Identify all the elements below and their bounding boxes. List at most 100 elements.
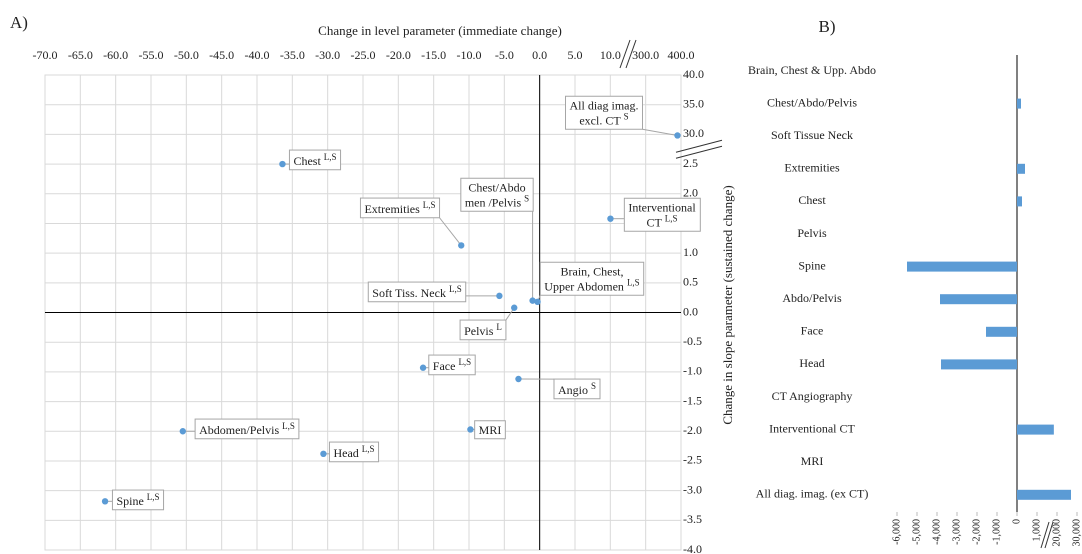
category-label: Chest/Abdo/Pelvis [767, 95, 857, 109]
x-tick-label: -45.0 [209, 48, 234, 62]
x-tick-label: 20,000 [1051, 519, 1062, 547]
point [467, 426, 474, 433]
point-label: All diag imag.excl. CT S [565, 95, 643, 130]
point-label: Chest/Abdomen /Pelvis S [460, 177, 534, 212]
label-superscript: L,S [362, 444, 375, 454]
x-tick-label: -3,000 [951, 519, 962, 545]
x-tick-label: -2,000 [971, 519, 982, 545]
label-text: Chest/Abdo [468, 180, 525, 194]
label-superscript: L,S [324, 152, 337, 162]
label-box [474, 420, 506, 440]
bar [1017, 424, 1054, 435]
axis-break [625, 39, 637, 69]
x-tick-label: -60.0 [103, 48, 128, 62]
axis-break [675, 139, 723, 153]
bar [1017, 163, 1025, 174]
x-tick-label: -5,000 [911, 519, 922, 545]
y-tick-label: -4.0 [683, 542, 702, 554]
category-label: Head [799, 356, 824, 370]
label-superscript: L,S [458, 357, 471, 367]
category-label: All diag. imag. (ex CT) [756, 487, 869, 501]
x-tick-label: -4,000 [931, 519, 942, 545]
point-label: Pelvis L [459, 319, 507, 341]
label-text: MRI [479, 423, 502, 437]
label-text: Brain, Chest, [561, 264, 624, 278]
x-tick-label: -20.0 [386, 48, 411, 62]
y-tick-label: -0.5 [683, 334, 702, 348]
x-tick-label: -55.0 [139, 48, 164, 62]
y-tick-label: 0.0 [683, 304, 698, 318]
label-superscript: L,S [665, 214, 678, 224]
y-tick-label: 40.0 [683, 67, 704, 81]
x-tick-label: 5.0 [568, 48, 583, 62]
x-tick-label: -15.0 [421, 48, 446, 62]
axis-break [619, 39, 631, 69]
category-label: Chest [798, 193, 826, 207]
label-box [359, 197, 441, 219]
point [179, 428, 186, 435]
category-label: Pelvis [797, 226, 827, 240]
label-text: excl. CT S [579, 112, 628, 128]
leader-line [439, 217, 462, 246]
point [607, 215, 614, 222]
y-tick-label: 30.0 [683, 126, 704, 140]
y-tick-label: -1.5 [683, 393, 702, 407]
label-superscript: L,S [627, 278, 640, 288]
x-tick-label: 0.0 [532, 48, 547, 62]
label-text: Extremities L,S [364, 200, 435, 216]
point [279, 160, 286, 168]
point [320, 450, 327, 458]
point [534, 298, 541, 306]
point [101, 498, 109, 505]
y-tick-label: -3.0 [683, 482, 702, 496]
x-tick-label: -5.0 [495, 48, 514, 62]
label-text: Interventional [628, 200, 696, 214]
label-superscript: L,S [449, 284, 462, 294]
label-text: Pelvis L [464, 322, 502, 338]
point-labels: Chest L,S Extremities L,S Chest/Abdomen /Pel… [111, 95, 701, 511]
y-tick-label: 0.5 [683, 275, 698, 289]
label-text: Soft Tiss. Neck L,S [372, 284, 461, 300]
label-superscript: L,S [282, 421, 295, 431]
category-label: Face [801, 324, 824, 338]
y-tick-label: 35.0 [683, 96, 704, 110]
panel-label: A) [10, 13, 28, 32]
bar [986, 326, 1017, 337]
point-label: Soft Tiss. Neck L,S [367, 281, 467, 303]
x-tick-label: -10.0 [457, 48, 482, 62]
bar [1017, 489, 1071, 500]
bar [1017, 196, 1022, 207]
category-label: Brain, Chest & Upp. Abdo [748, 63, 876, 77]
label-text: Upper Abdomen L,S [544, 278, 639, 294]
bar [907, 261, 1017, 272]
x-tick-label: -65.0 [68, 48, 93, 62]
label-superscript: S [591, 381, 596, 391]
x-tick-label: -25.0 [351, 48, 376, 62]
y-tick-label: 2.5 [683, 156, 698, 170]
category-label: CT Angiography [772, 389, 853, 403]
label-box [111, 489, 165, 511]
label-superscript: L,S [423, 200, 436, 210]
axis-break [675, 145, 723, 159]
label-box [553, 378, 601, 400]
panel-label: B) [819, 17, 836, 36]
label-text: Abdomen/Pelvis L,S [199, 421, 295, 437]
point [674, 132, 681, 139]
point-label: Brain, Chest,Upper Abdomen L,S [539, 261, 645, 296]
point-label: Spine L,S [111, 489, 165, 511]
label-box [428, 354, 476, 376]
x-tick-label: -70.0 [33, 48, 58, 62]
category-label: Abdo/Pelvis [782, 291, 842, 305]
x-tick-label: -6,000 [891, 519, 902, 545]
leader-line [642, 128, 678, 136]
label-superscript: S [524, 194, 529, 204]
point-label: MRI [474, 420, 506, 440]
category-label: MRI [801, 454, 824, 468]
label-box [565, 95, 643, 130]
label-box [194, 418, 300, 440]
y-tick-label: -3.5 [683, 512, 702, 526]
label-box [539, 261, 645, 296]
point [458, 242, 465, 249]
axis-break [1040, 521, 1050, 549]
